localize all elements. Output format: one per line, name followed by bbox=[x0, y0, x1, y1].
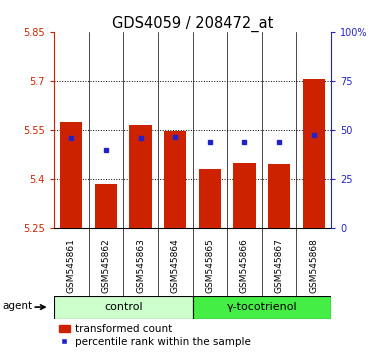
Text: GSM545863: GSM545863 bbox=[136, 239, 145, 293]
Bar bbox=[95, 184, 117, 228]
Bar bbox=[60, 122, 82, 228]
Bar bbox=[129, 125, 152, 228]
Bar bbox=[164, 131, 186, 228]
Text: GSM545864: GSM545864 bbox=[171, 239, 180, 293]
Text: control: control bbox=[104, 302, 142, 312]
Bar bbox=[268, 165, 290, 228]
Text: GSM545867: GSM545867 bbox=[275, 239, 284, 293]
Title: GDS4059 / 208472_at: GDS4059 / 208472_at bbox=[112, 16, 273, 32]
Bar bbox=[192, 296, 331, 319]
Bar bbox=[303, 79, 325, 228]
Text: GSM545862: GSM545862 bbox=[101, 239, 110, 293]
Text: GSM545868: GSM545868 bbox=[309, 239, 318, 293]
Text: γ-tocotrienol: γ-tocotrienol bbox=[226, 302, 297, 312]
Text: GSM545865: GSM545865 bbox=[205, 239, 214, 293]
Legend: transformed count, percentile rank within the sample: transformed count, percentile rank withi… bbox=[59, 324, 251, 347]
Text: agent: agent bbox=[3, 301, 33, 311]
Bar bbox=[233, 163, 256, 228]
Bar bbox=[199, 170, 221, 228]
Bar bbox=[54, 296, 192, 319]
Text: GSM545861: GSM545861 bbox=[67, 239, 76, 293]
Text: GSM545866: GSM545866 bbox=[240, 239, 249, 293]
